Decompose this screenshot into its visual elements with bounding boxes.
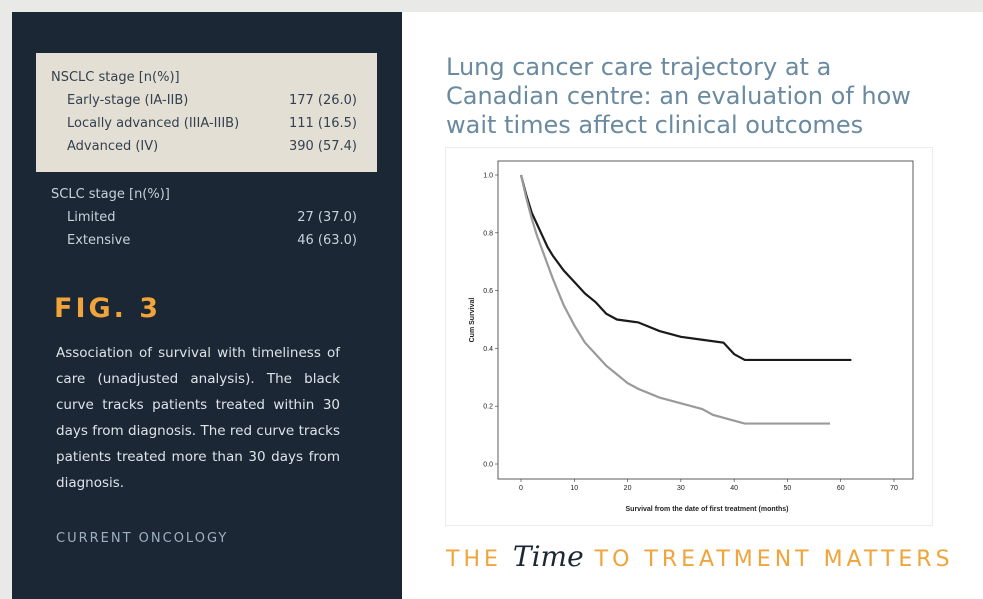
footer: THE Time TO TREATMENT MATTERS xyxy=(446,540,954,573)
row-label: Extensive xyxy=(67,233,131,248)
row-value: 111 (16.5) xyxy=(288,116,357,131)
nsclc-heading: NSCLC stage [n(%)] xyxy=(51,70,180,85)
sclc-heading: SCLC stage [n(%)] xyxy=(51,187,170,202)
chart-box: Survival from the date of first treatmen… xyxy=(445,147,933,526)
row-value: 177 (26.0) xyxy=(288,93,357,108)
footer-script: Time xyxy=(512,540,584,573)
y-tick-label: 0.0 xyxy=(483,462,493,469)
x-tick-label: 70 xyxy=(890,485,898,492)
journal: CURRENT ONCOLOGY xyxy=(56,531,229,546)
y-tick-label: 0.8 xyxy=(483,230,493,237)
x-tick-label: 0 xyxy=(519,485,523,492)
y-tick-label: 0.4 xyxy=(483,346,493,353)
nsclc-box xyxy=(36,53,377,172)
x-axis-label: Survival from the date of first treatmen… xyxy=(626,506,789,513)
row-value: 46 (63.0) xyxy=(297,233,357,248)
caption: Association of survival with timeliness … xyxy=(56,345,340,491)
title: Lung cancer care trajectory at a Canadia… xyxy=(446,53,911,139)
figure-label: FIG. 3 xyxy=(54,293,162,324)
x-tick-label: 20 xyxy=(624,485,632,492)
chart: Survival from the date of first treatmen… xyxy=(469,160,914,513)
row-label: Locally advanced (IIIA-IIIB) xyxy=(67,116,240,131)
footer-text: TO TREATMENT MATTERS xyxy=(594,547,954,572)
x-tick-label: 50 xyxy=(784,485,792,492)
row-label: Advanced (IV) xyxy=(67,139,159,154)
y-axis-label: Cum Survival xyxy=(469,298,476,343)
x-tick-label: 40 xyxy=(730,485,738,492)
x-tick-label: 10 xyxy=(570,485,578,492)
y-tick-label: 1.0 xyxy=(483,173,493,180)
plot-frame xyxy=(497,160,914,480)
x-tick-label: 60 xyxy=(837,485,845,492)
y-tick-label: 0.6 xyxy=(483,288,493,295)
survival-curve xyxy=(519,174,831,425)
row-value: 390 (57.4) xyxy=(288,139,357,154)
row-label: Limited xyxy=(67,210,116,225)
row-label: Early-stage (IA-IIB) xyxy=(67,93,189,108)
y-tick-label: 0.2 xyxy=(483,404,493,411)
row-value: 27 (37.0) xyxy=(297,210,357,225)
footer-text: THE xyxy=(446,547,502,572)
x-tick-label: 30 xyxy=(677,485,685,492)
survival-curve xyxy=(519,174,852,362)
